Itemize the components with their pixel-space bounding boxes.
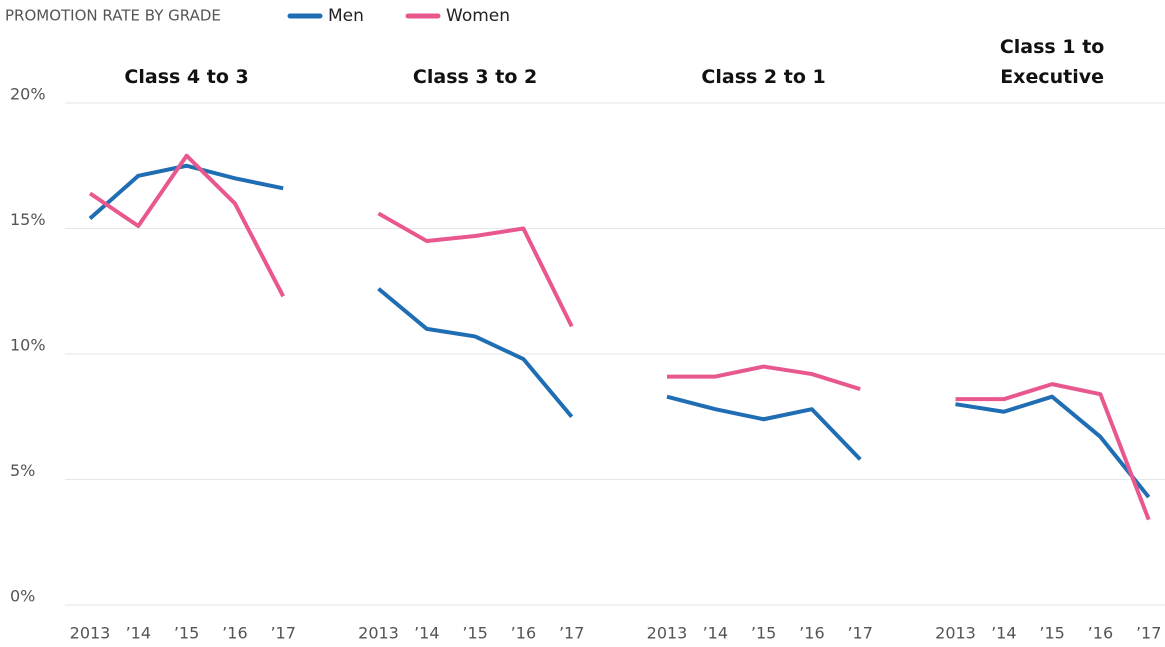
y-tick-label: 15%: [10, 210, 46, 229]
series-line: [88, 163, 284, 220]
series-line: [88, 153, 285, 298]
x-tick-label: ’14: [991, 624, 1016, 643]
x-tick-label: ’15: [1039, 624, 1064, 643]
x-tick-label: ’14: [414, 624, 439, 643]
legend-title: PROMOTION RATE BY GRADE: [5, 7, 221, 25]
x-tick-label: ’16: [511, 624, 536, 643]
panel-title: Class 3 to 2: [412, 66, 538, 88]
x-tick-label: ’16: [222, 624, 247, 643]
legend-label: Men: [328, 6, 364, 26]
series-line: [667, 364, 861, 392]
x-tick-label: 2013: [935, 624, 976, 643]
panel-title: Class 2 to 1: [701, 66, 826, 88]
series-line: [955, 382, 1151, 521]
x-tick-label: ’17: [1136, 624, 1161, 643]
series-line: [377, 287, 574, 419]
x-tick-label: ’14: [126, 624, 151, 643]
y-tick-label: 10%: [10, 336, 46, 355]
x-tick-label: ’14: [703, 624, 728, 643]
y-tick-label: 5%: [10, 461, 35, 480]
x-tick-label: ’16: [1088, 624, 1113, 643]
x-tick-label: 2013: [70, 624, 111, 643]
x-tick-label: ’17: [270, 624, 295, 643]
x-tick-label: 2013: [358, 624, 399, 643]
x-tick-label: ’15: [751, 624, 776, 643]
x-tick-label: ’16: [799, 624, 824, 643]
x-tick-label: ’17: [559, 624, 584, 643]
panel-title: Class 1 to Executive: [999, 36, 1105, 88]
x-tick-label: ’17: [847, 624, 872, 643]
x-tick-label: ’15: [174, 624, 199, 643]
x-tick-label: 2013: [647, 624, 688, 643]
series-line: [377, 211, 574, 328]
x-tick-label: ’15: [462, 624, 487, 643]
panel-title: Class 4 to 3: [124, 66, 249, 88]
legend-label: Women: [446, 6, 510, 26]
series-line: [955, 394, 1151, 499]
y-tick-label: 0%: [10, 587, 35, 606]
y-tick-label: 20%: [10, 85, 46, 104]
series-line: [666, 394, 862, 461]
